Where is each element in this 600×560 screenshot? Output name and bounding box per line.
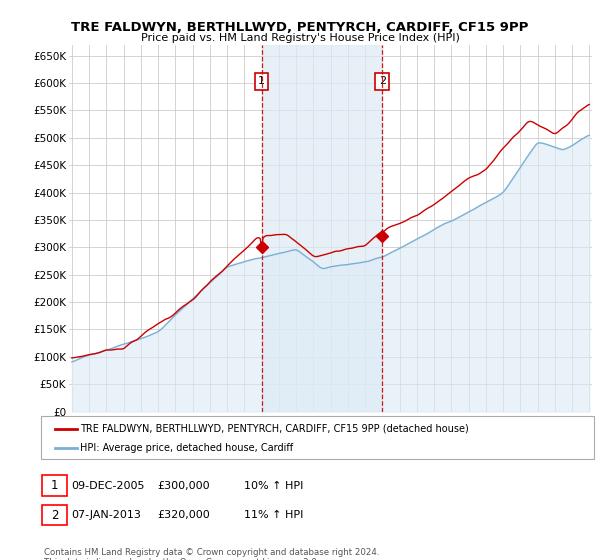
Text: HPI: Average price, detached house, Cardiff: HPI: Average price, detached house, Card… [80, 443, 293, 453]
Text: £300,000: £300,000 [157, 480, 210, 491]
Text: Price paid vs. HM Land Registry's House Price Index (HPI): Price paid vs. HM Land Registry's House … [140, 33, 460, 43]
Text: TRE FALDWYN, BERTHLLWYD, PENTYRCH, CARDIFF, CF15 9PP: TRE FALDWYN, BERTHLLWYD, PENTYRCH, CARDI… [71, 21, 529, 34]
Text: 2: 2 [51, 508, 58, 522]
Text: TRE FALDWYN, BERTHLLWYD, PENTYRCH, CARDIFF, CF15 9PP (detached house): TRE FALDWYN, BERTHLLWYD, PENTYRCH, CARDI… [80, 424, 469, 434]
Text: £320,000: £320,000 [157, 510, 210, 520]
Text: 07-JAN-2013: 07-JAN-2013 [71, 510, 141, 520]
Text: 1: 1 [51, 479, 58, 492]
Text: 2: 2 [379, 77, 386, 86]
Text: 1: 1 [258, 77, 265, 86]
Text: 11% ↑ HPI: 11% ↑ HPI [244, 510, 304, 520]
Text: 09-DEC-2005: 09-DEC-2005 [71, 480, 145, 491]
Text: 10% ↑ HPI: 10% ↑ HPI [244, 480, 304, 491]
Bar [262, 45, 382, 412]
Text: Contains HM Land Registry data © Crown copyright and database right 2024.
This d: Contains HM Land Registry data © Crown c… [44, 548, 379, 560]
